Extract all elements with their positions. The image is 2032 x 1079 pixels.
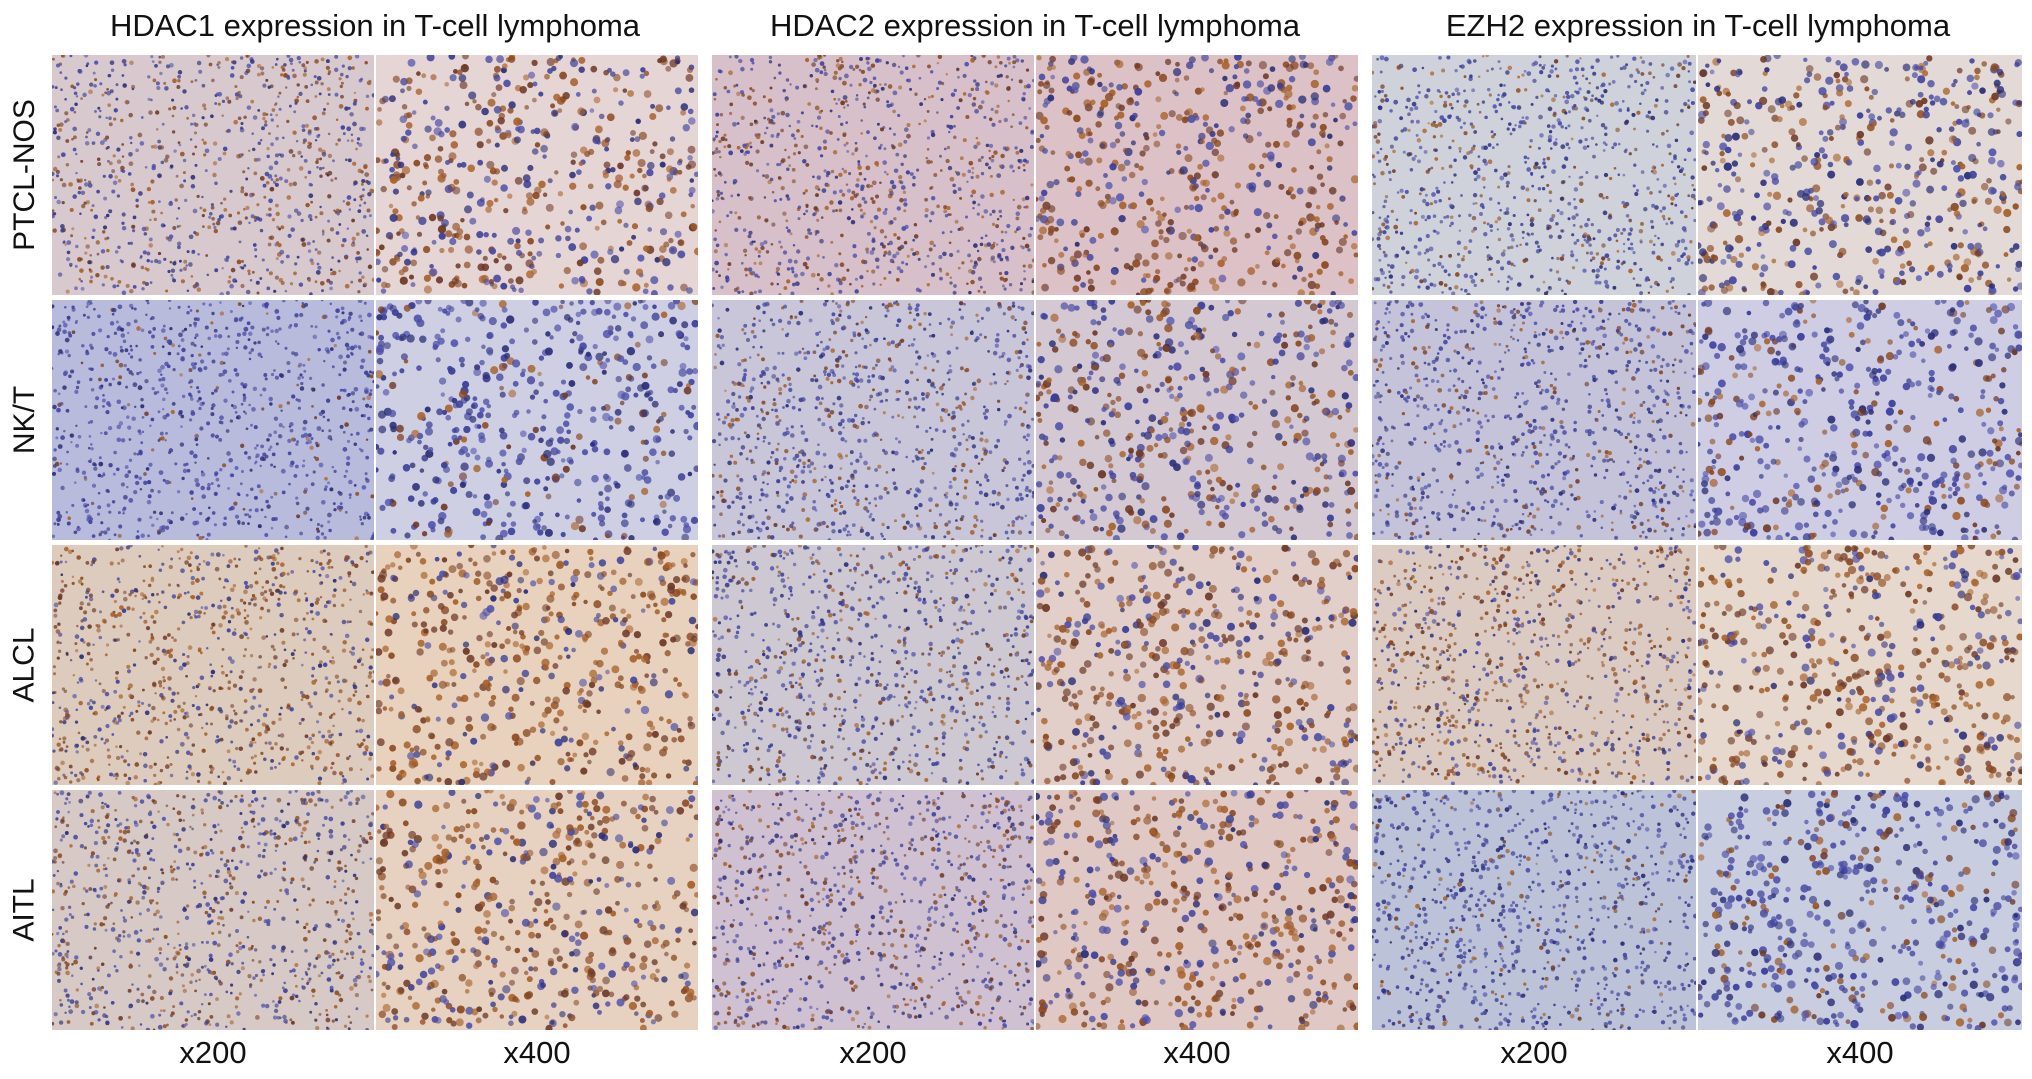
micrograph-hdac1-alcl-x400 <box>376 545 698 785</box>
micrograph-hdac1-nk-t-x200 <box>52 300 374 540</box>
magnification-label-hdac1-x200: x200 <box>179 1035 247 1070</box>
micrograph-hdac2-aitl-x400 <box>1036 790 1358 1030</box>
micrograph-hdac2-aitl-x200 <box>712 790 1034 1030</box>
micrograph-hdac1-ptcl-nos-x200 <box>52 55 374 295</box>
micrograph-hdac2-ptcl-nos-x200 <box>712 55 1034 295</box>
micrograph-hdac1-alcl-x200 <box>52 545 374 785</box>
micrograph-ezh2-ptcl-nos-x200 <box>1372 55 1696 295</box>
micrograph-ezh2-nk-t-x200 <box>1372 300 1696 540</box>
micrograph-ezh2-nk-t-x400 <box>1698 300 2022 540</box>
micrograph-hdac2-ptcl-nos-x400 <box>1036 55 1358 295</box>
micrograph-hdac2-alcl-x200 <box>712 545 1034 785</box>
micrograph-hdac2-alcl-x400 <box>1036 545 1358 785</box>
micrograph-hdac1-aitl-x400 <box>376 790 698 1030</box>
group-title-ezh2: EZH2 expression in T-cell lymphoma <box>1445 8 1951 43</box>
group-title-hdac2: HDAC2 expression in T-cell lymphoma <box>769 8 1301 43</box>
micrograph-hdac1-nk-t-x400 <box>376 300 698 540</box>
row-label-alcl: ALCL <box>8 627 42 703</box>
row-label-ptcl-nos: PTCL-NOS <box>8 99 41 251</box>
row-label-aitl: AITL <box>8 878 42 942</box>
micrograph-ezh2-aitl-x400 <box>1698 790 2022 1030</box>
micrograph-ezh2-aitl-x200 <box>1372 790 1696 1030</box>
micrograph-hdac2-nk-t-x400 <box>1036 300 1358 540</box>
magnification-label-hdac2-x200: x200 <box>839 1035 907 1070</box>
group-title-hdac1: HDAC1 expression in T-cell lymphoma <box>109 8 641 43</box>
micrograph-hdac1-aitl-x200 <box>52 790 374 1030</box>
magnification-label-hdac2-x400: x400 <box>1163 1035 1231 1070</box>
micrograph-hdac2-nk-t-x200 <box>712 300 1034 540</box>
micrograph-ezh2-ptcl-nos-x400 <box>1698 55 2022 295</box>
magnification-label-hdac1-x400: x400 <box>503 1035 571 1070</box>
magnification-label-ezh2-x200: x200 <box>1500 1035 1568 1070</box>
micrograph-ezh2-alcl-x400 <box>1698 545 2022 785</box>
micrograph-hdac1-ptcl-nos-x400 <box>376 55 698 295</box>
magnification-label-ezh2-x400: x400 <box>1826 1035 1894 1070</box>
row-label-nk-t: NK/T <box>8 385 41 455</box>
micrograph-ezh2-alcl-x200 <box>1372 545 1696 785</box>
